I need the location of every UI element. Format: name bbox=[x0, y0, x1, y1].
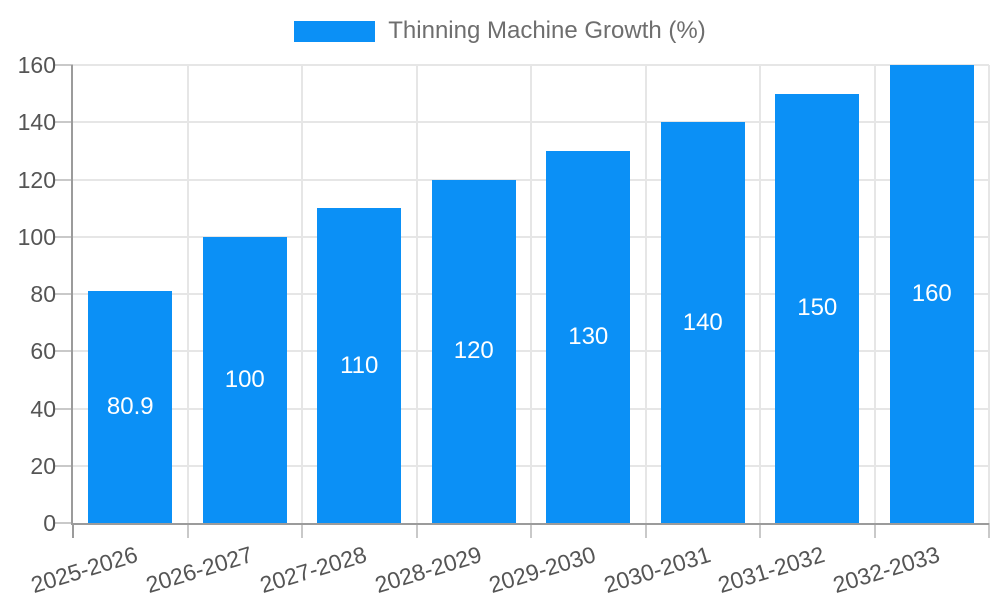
x-tick-mark bbox=[186, 523, 189, 538]
y-tick-mark bbox=[53, 407, 73, 410]
x-axis-line bbox=[71, 523, 989, 525]
bar: 130 bbox=[546, 150, 631, 523]
bar-value-label: 130 bbox=[568, 322, 609, 350]
gridline-vertical bbox=[415, 65, 418, 523]
x-tick-mark bbox=[759, 523, 761, 538]
gridline-vertical bbox=[873, 65, 876, 523]
y-axis-tick-label: 80 bbox=[30, 281, 56, 307]
bar: 160 bbox=[889, 65, 974, 523]
gridline-vertical bbox=[759, 65, 761, 523]
x-axis-tick-label: 2031-2032 bbox=[715, 541, 828, 599]
bar: 100 bbox=[202, 236, 287, 523]
y-tick-mark bbox=[53, 235, 73, 238]
y-axis-tick-label: 140 bbox=[17, 109, 56, 136]
bar: 80.9 bbox=[88, 291, 173, 523]
bar-value-label: 80.9 bbox=[106, 393, 154, 421]
bar-value-label: 160 bbox=[911, 280, 952, 307]
x-tick-mark bbox=[644, 523, 647, 538]
x-axis-tick-label: 2030-2031 bbox=[600, 541, 714, 599]
x-tick-mark bbox=[72, 523, 74, 538]
bar-value-label: 110 bbox=[340, 351, 379, 379]
gridline-vertical bbox=[988, 65, 990, 523]
y-tick-mark bbox=[53, 464, 73, 467]
bar: 110 bbox=[317, 208, 402, 523]
x-axis-tick-label: 2029-2030 bbox=[486, 541, 599, 599]
y-axis-tick-label: 60 bbox=[30, 338, 56, 365]
bar: 150 bbox=[775, 93, 860, 523]
legend: Thinning Machine Growth (%) bbox=[0, 15, 1000, 47]
y-axis-tick-label: 40 bbox=[30, 395, 56, 422]
x-axis-tick-label: 2027-2028 bbox=[257, 541, 370, 599]
x-axis-tick-label: 2026-2027 bbox=[142, 541, 256, 599]
y-tick-mark bbox=[53, 121, 73, 124]
bar-value-label: 140 bbox=[682, 308, 723, 336]
x-tick-mark bbox=[530, 523, 532, 538]
x-axis-tick-label: 2025-2026 bbox=[28, 541, 141, 599]
bar-value-label: 120 bbox=[453, 337, 494, 365]
gridline-vertical bbox=[644, 65, 647, 523]
x-tick-mark bbox=[988, 523, 990, 538]
legend-swatch bbox=[294, 20, 376, 42]
y-axis-tick-label: 0 bbox=[43, 510, 56, 536]
y-axis-line bbox=[71, 65, 73, 525]
x-tick-mark bbox=[301, 523, 303, 538]
bar-value-label: 100 bbox=[224, 365, 265, 393]
x-tick-mark bbox=[873, 523, 876, 538]
gridline-vertical bbox=[530, 65, 532, 523]
x-axis-tick-label: 2028-2029 bbox=[371, 541, 485, 599]
bar: 120 bbox=[431, 179, 516, 523]
y-axis-tick-label: 120 bbox=[17, 166, 56, 193]
bar: 140 bbox=[660, 122, 745, 523]
x-axis-tick-label: 2032-2033 bbox=[829, 541, 943, 599]
bar-value-label: 150 bbox=[797, 294, 838, 322]
y-tick-mark bbox=[53, 522, 73, 524]
y-axis-tick-label: 160 bbox=[17, 52, 56, 78]
legend-label: Thinning Machine Growth (%) bbox=[388, 17, 706, 44]
y-tick-mark bbox=[53, 64, 73, 66]
y-tick-mark bbox=[53, 350, 73, 353]
gridline-vertical bbox=[301, 65, 303, 523]
y-axis-tick-label: 100 bbox=[17, 223, 56, 250]
x-tick-mark bbox=[415, 523, 418, 538]
y-tick-mark bbox=[53, 178, 73, 181]
gridline-vertical bbox=[186, 65, 189, 523]
y-axis-tick-label: 20 bbox=[30, 452, 56, 479]
y-tick-mark bbox=[53, 293, 73, 295]
